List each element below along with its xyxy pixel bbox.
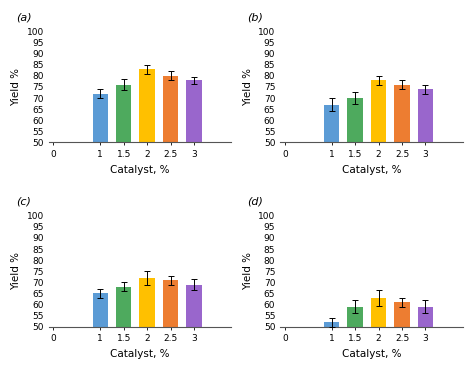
Y-axis label: Yield %: Yield % bbox=[11, 68, 21, 106]
Bar bbox=[163, 76, 178, 142]
Bar bbox=[324, 105, 339, 142]
Bar bbox=[139, 69, 155, 142]
Bar bbox=[163, 280, 178, 327]
Bar bbox=[347, 307, 363, 327]
Bar bbox=[186, 285, 202, 327]
Text: (c): (c) bbox=[16, 197, 31, 207]
Bar bbox=[347, 98, 363, 142]
X-axis label: Catalyst, %: Catalyst, % bbox=[342, 349, 401, 359]
Bar bbox=[371, 80, 386, 142]
Text: (a): (a) bbox=[16, 13, 32, 23]
Y-axis label: Yield %: Yield % bbox=[243, 68, 253, 106]
Y-axis label: Yield %: Yield % bbox=[11, 252, 21, 290]
Bar bbox=[394, 85, 410, 142]
Text: (b): (b) bbox=[247, 13, 263, 23]
Bar bbox=[116, 287, 131, 327]
X-axis label: Catalyst, %: Catalyst, % bbox=[342, 165, 401, 175]
Bar bbox=[92, 94, 108, 142]
Bar bbox=[394, 302, 410, 327]
Bar bbox=[418, 89, 433, 142]
Bar bbox=[186, 80, 202, 142]
Bar bbox=[418, 307, 433, 327]
Bar bbox=[92, 293, 108, 327]
Text: (d): (d) bbox=[247, 197, 263, 207]
X-axis label: Catalyst, %: Catalyst, % bbox=[110, 165, 170, 175]
Y-axis label: Yield %: Yield % bbox=[243, 252, 253, 290]
X-axis label: Catalyst, %: Catalyst, % bbox=[110, 349, 170, 359]
Bar bbox=[116, 85, 131, 142]
Bar bbox=[324, 322, 339, 327]
Bar bbox=[139, 278, 155, 327]
Bar bbox=[371, 298, 386, 327]
